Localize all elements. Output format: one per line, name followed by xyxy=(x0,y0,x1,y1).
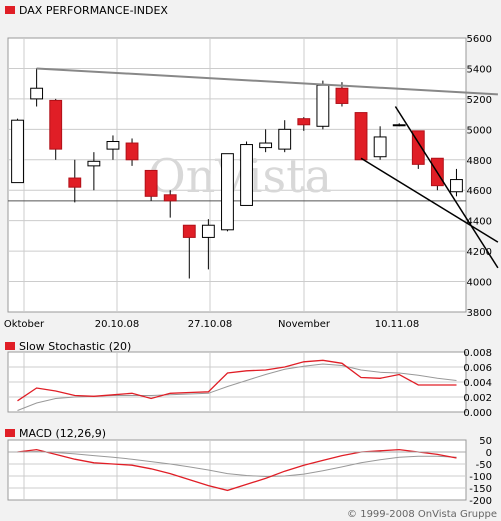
macd-line xyxy=(17,448,457,492)
candle-body xyxy=(68,177,82,188)
candle-body xyxy=(144,169,158,197)
legend-swatch xyxy=(5,429,15,437)
x-tick-label: 20.10.08 xyxy=(95,319,140,330)
stochastic-title: Slow Stochastic (20) xyxy=(19,339,132,353)
candle-body xyxy=(201,224,215,238)
y-tick-label: 4800 xyxy=(467,156,492,167)
y-tick-label: 4000 xyxy=(467,278,492,289)
y-tick-label: 5400 xyxy=(467,64,492,75)
support-trend-line xyxy=(360,157,499,243)
candle-body xyxy=(221,153,234,231)
y-tick-label: 3800 xyxy=(467,308,492,319)
candle-body xyxy=(297,118,311,126)
candle-body xyxy=(278,128,292,150)
x-tick-label: November xyxy=(278,319,331,330)
y-tick-label: 0.000 xyxy=(463,408,492,419)
y-tick-label: 5600 xyxy=(467,34,492,45)
y-tick-label: 4400 xyxy=(467,217,492,228)
x-tick-label: 27.10.08 xyxy=(188,319,233,330)
candle-body xyxy=(373,136,387,158)
main-chart-title: DAX PERFORMANCE-INDEX xyxy=(19,3,168,17)
macd-legend: MACD (12,26,9) xyxy=(5,426,106,440)
candle-body xyxy=(392,124,406,127)
candle-body xyxy=(30,87,44,100)
candle-body xyxy=(106,141,120,150)
stochastic-line xyxy=(17,359,457,402)
candle-body xyxy=(125,142,139,161)
y-tick-label: 0.002 xyxy=(463,393,492,404)
y-tick-label: 0 xyxy=(486,448,492,459)
y-tick-label: -150 xyxy=(469,484,492,495)
x-tick-label: 10.11.08 xyxy=(375,319,420,330)
y-tick-label: -200 xyxy=(469,496,492,507)
y-tick-label: -100 xyxy=(469,472,492,483)
y-tick-label: 5000 xyxy=(467,125,492,136)
candle-body xyxy=(240,144,253,206)
candle-body xyxy=(163,194,177,202)
y-tick-label: 4200 xyxy=(467,247,492,258)
y-tick-label: 0.006 xyxy=(463,363,492,374)
x-tick-label: Oktober xyxy=(4,319,45,330)
candle-body xyxy=(316,84,330,127)
candle-body xyxy=(49,99,63,150)
y-tick-label: -50 xyxy=(476,460,492,471)
macd-title: MACD (12,26,9) xyxy=(19,426,107,440)
candle-body xyxy=(335,87,349,104)
legend-swatch xyxy=(5,342,15,350)
candle-body xyxy=(87,160,101,167)
candle-body xyxy=(182,224,196,238)
main-chart-legend: DAX PERFORMANCE-INDEX xyxy=(5,3,168,17)
legend-swatch xyxy=(5,6,15,14)
y-tick-label: 5200 xyxy=(467,95,492,106)
support-trend-line xyxy=(394,106,499,269)
y-tick-label: 0.004 xyxy=(463,378,492,389)
watermark-text: OnVista xyxy=(148,149,332,203)
y-tick-label: 50 xyxy=(479,436,492,447)
candle-body xyxy=(450,179,463,193)
candle-body xyxy=(11,119,24,184)
y-tick-label: 0.008 xyxy=(463,348,492,359)
y-tick-label: 4600 xyxy=(467,186,492,197)
stochastic-legend: Slow Stochastic (20) xyxy=(5,339,131,353)
macd-signal-line xyxy=(17,450,457,478)
candle-body xyxy=(411,130,425,165)
candle-body xyxy=(259,142,273,149)
copyright-notice: © 1999-2008 OnVista Gruppe xyxy=(347,509,497,520)
candle-body xyxy=(354,112,368,161)
resistance-trend-line xyxy=(36,67,498,96)
